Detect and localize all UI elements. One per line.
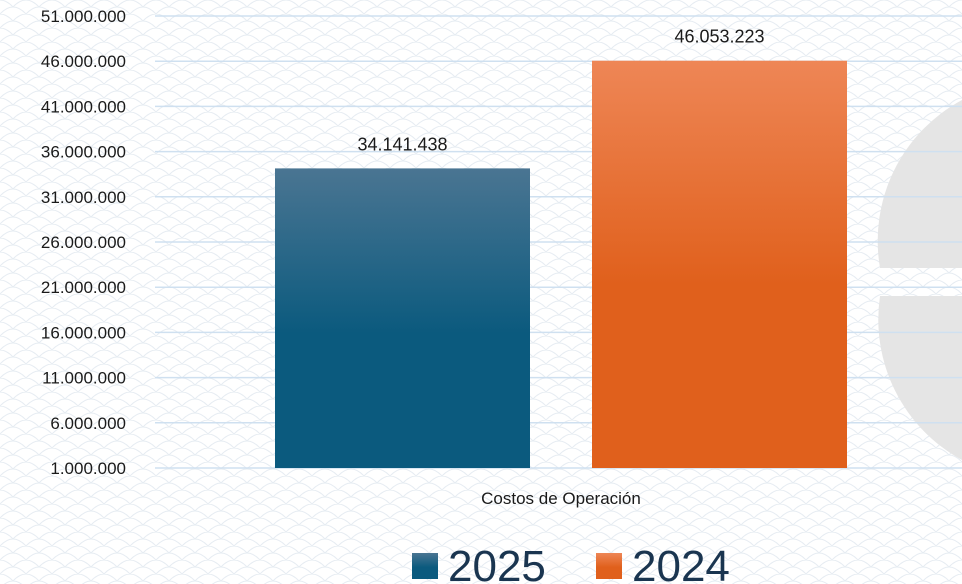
legend-swatch-2024 [596, 553, 622, 579]
category-labels: Costos de Operación [481, 489, 641, 508]
y-tick-label: 31.000.000 [41, 188, 126, 207]
bars [275, 60, 847, 468]
category-label: Costos de Operación [481, 489, 641, 508]
legend-swatch-2025 [412, 553, 438, 579]
y-tick-label: 51.000.000 [41, 7, 126, 26]
data-labels: 34.141.438 46.053.223 [357, 27, 764, 155]
legend: 2025 2024 [412, 542, 730, 584]
y-axis-tick-labels: 1.000.000 6.000.000 11.000.000 16.000.000 21… [41, 7, 126, 478]
bar-2024 [592, 60, 847, 468]
y-tick-label: 26.000.000 [41, 233, 126, 252]
y-tick-label: 46.000.000 [41, 52, 126, 71]
y-tick-label: 11.000.000 [42, 369, 126, 388]
y-tick-label: 1.000.000 [50, 459, 126, 478]
y-tick-label: 6.000.000 [50, 414, 126, 433]
data-label-2025: 34.141.438 [357, 134, 447, 154]
y-tick-label: 36.000.000 [41, 143, 126, 162]
y-tick-label: 41.000.000 [41, 97, 126, 116]
y-tick-label: 21.000.000 [41, 278, 126, 297]
bar-2025 [275, 168, 530, 468]
data-label-2024: 46.053.223 [674, 27, 764, 47]
y-tick-label: 16.000.000 [41, 323, 126, 342]
legend-label-2024: 2024 [632, 542, 730, 584]
legend-label-2025: 2025 [448, 542, 546, 584]
